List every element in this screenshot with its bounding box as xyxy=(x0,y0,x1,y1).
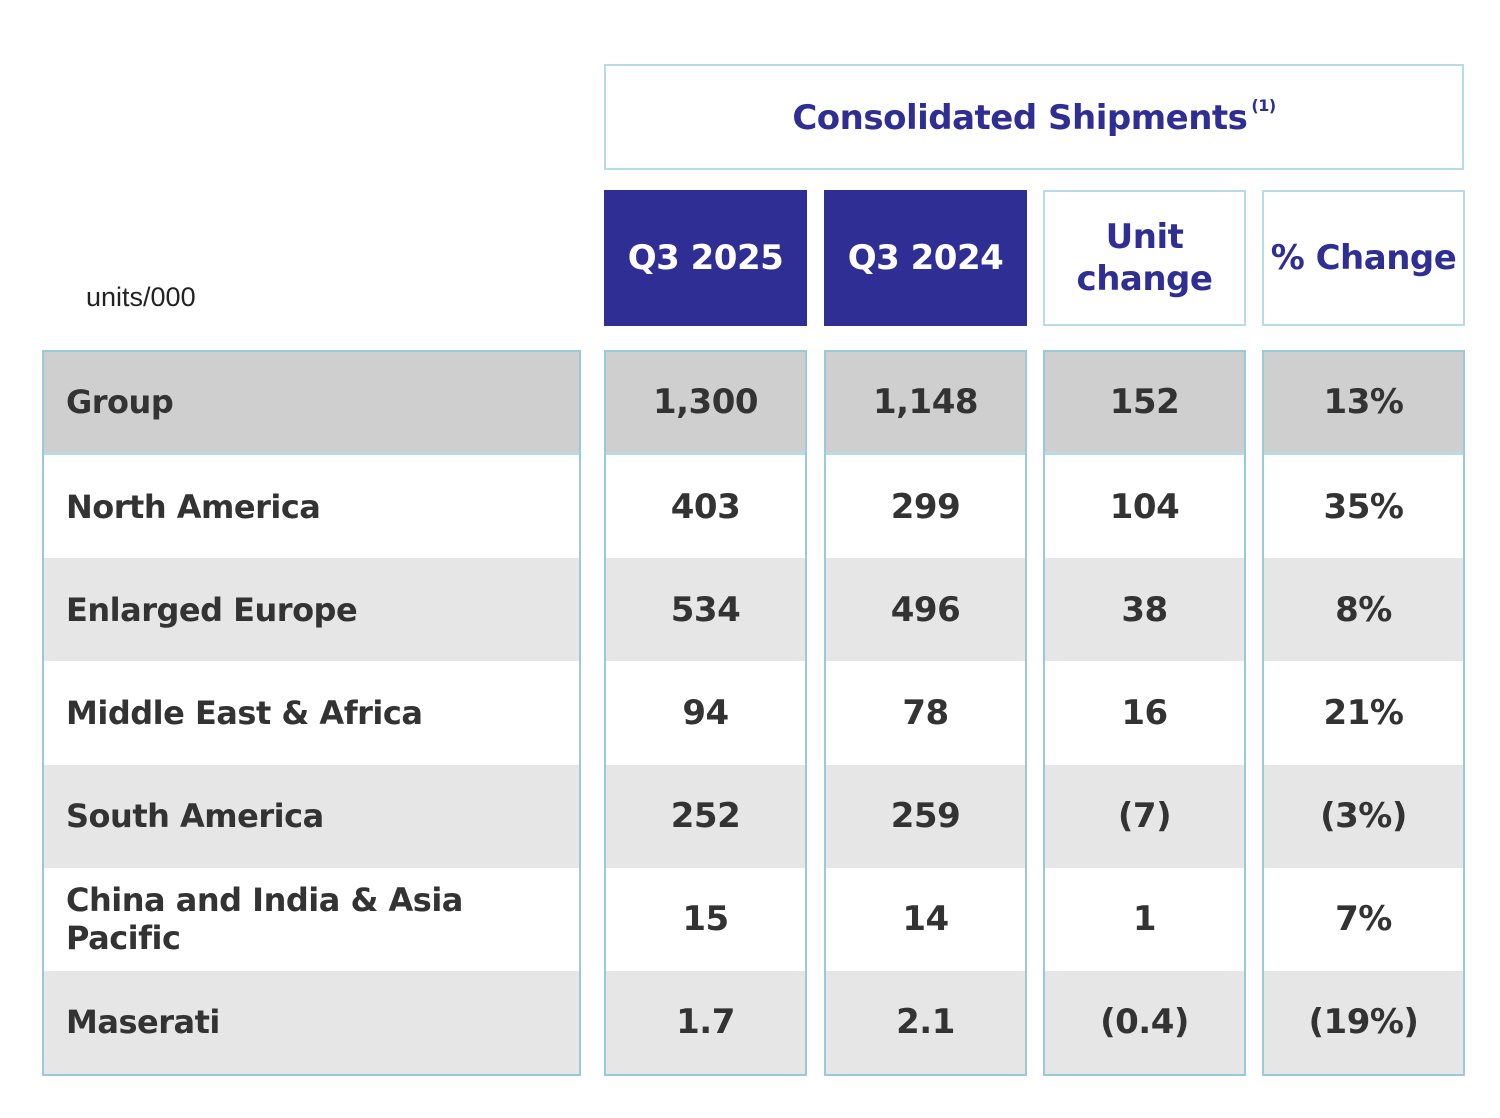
table-cell: 1,148 xyxy=(826,352,1025,456)
table-cell: 2.1 xyxy=(826,970,1025,1074)
column-pct-change: 13% 35% 8% 21% (3%) 7% (19%) xyxy=(1262,350,1465,1076)
table-cell: 152 xyxy=(1045,352,1244,456)
table-cell: 1.7 xyxy=(606,970,805,1074)
header-unit-change: Unit change xyxy=(1043,190,1246,326)
table-title-box: Consolidated Shipments (1) xyxy=(604,64,1464,170)
table-cell: 104 xyxy=(1045,455,1244,559)
table-cell: 14 xyxy=(826,867,1025,971)
title-footnote: (1) xyxy=(1251,96,1276,115)
header-unit-change-line1: Unit xyxy=(1105,216,1184,257)
table-cell: (0.4) xyxy=(1045,970,1244,1074)
table-cell: 35% xyxy=(1264,455,1463,559)
table-cell: 13% xyxy=(1264,352,1463,456)
header-unit-change-line2: change xyxy=(1076,259,1213,299)
table-cell: 8% xyxy=(1264,558,1463,662)
table-cell: 78 xyxy=(826,661,1025,765)
row-label: Group xyxy=(44,352,579,456)
table-cell: (19%) xyxy=(1264,970,1463,1074)
table-cell: 21% xyxy=(1264,661,1463,765)
table-cell: 496 xyxy=(826,558,1025,662)
row-label: North America xyxy=(44,455,579,559)
table-cell: 94 xyxy=(606,661,805,765)
table-cell: 403 xyxy=(606,455,805,559)
table-cell: 15 xyxy=(606,867,805,971)
row-label: South America xyxy=(44,764,579,868)
column-region-labels: Group North America Enlarged Europe Middle … xyxy=(42,350,581,1076)
column-q3-2024: 1,148 299 496 78 259 14 2.1 xyxy=(824,350,1027,1076)
table-cell: (3%) xyxy=(1264,764,1463,868)
table-cell: 16 xyxy=(1045,661,1244,765)
header-q3-2024: Q3 2024 xyxy=(824,190,1027,326)
row-label: China and India & Asia Pacific xyxy=(44,867,579,971)
row-label: Enlarged Europe xyxy=(44,558,579,662)
table-cell: 38 xyxy=(1045,558,1244,662)
units-label: units/000 xyxy=(86,282,196,312)
row-label: Maserati xyxy=(44,970,579,1074)
header-pct-change: % Change xyxy=(1262,190,1465,326)
table-cell: 299 xyxy=(826,455,1025,559)
row-label: Middle East & Africa xyxy=(44,661,579,765)
column-unit-change: 152 104 38 16 (7) 1 (0.4) xyxy=(1043,350,1246,1076)
table-cell: 1,300 xyxy=(606,352,805,456)
table-cell: 7% xyxy=(1264,867,1463,971)
table-cell: 1 xyxy=(1045,867,1244,971)
table-cell: 252 xyxy=(606,764,805,868)
table-cell: (7) xyxy=(1045,764,1244,868)
header-q3-2025: Q3 2025 xyxy=(604,190,807,326)
table-cell: 534 xyxy=(606,558,805,662)
table-title: Consolidated Shipments (1) xyxy=(792,96,1276,138)
table-cell: 259 xyxy=(826,764,1025,868)
column-q3-2025: 1,300 403 534 94 252 15 1.7 xyxy=(604,350,807,1076)
